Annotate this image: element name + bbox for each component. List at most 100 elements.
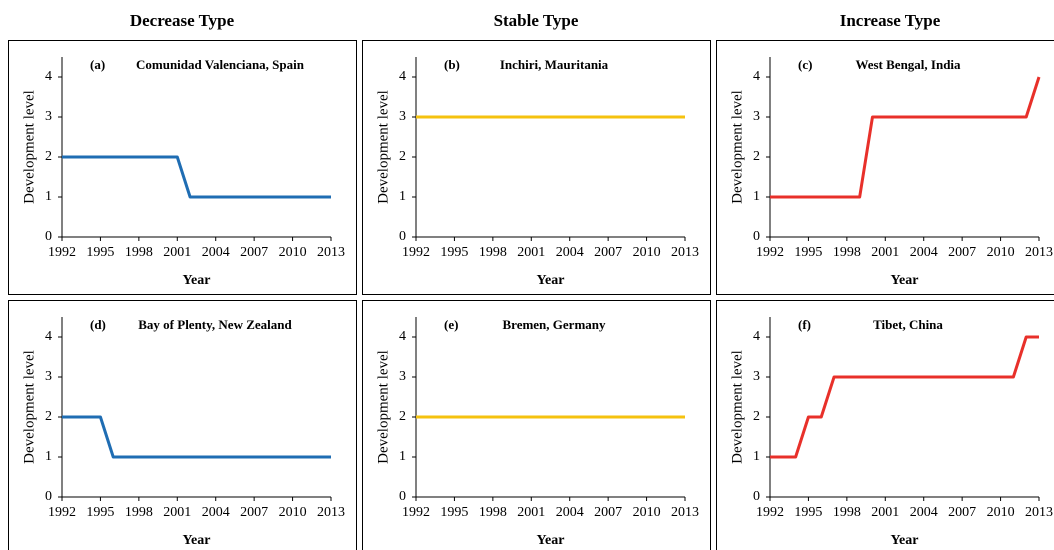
y-tick-label: 4 [45,69,52,84]
y-tick-label: 4 [399,69,406,84]
x-tick-label: 2007 [948,245,976,260]
x-tick-label: 2010 [987,245,1015,260]
y-tick-label: 4 [399,329,406,344]
x-tick-label: 1992 [48,505,76,520]
x-tick-label: 1995 [440,505,468,520]
x-tick-label: 1992 [402,245,430,260]
y-tick-label: 2 [399,149,406,164]
x-tick-label: 2001 [517,245,545,260]
x-tick-label: 1995 [86,505,114,520]
panel: 0 1 2 3 4 1992 1995 1998 2001 2004 2007 2010 2013 Yea… [362,40,711,295]
data-line [770,335,1039,459]
y-axis-title: Development level [729,90,745,204]
x-tick-label: 2010 [633,505,661,520]
panel-title: Bremen, Germany [502,317,606,332]
panel-frame [716,40,1054,295]
x-tick-label: 1992 [756,245,784,260]
y-tick-label: 0 [753,229,760,244]
x-axis-title: Year [537,533,565,548]
x-tick-label: 2013 [671,505,699,520]
x-tick-label: 1992 [402,505,430,520]
x-tick-label: 1995 [440,245,468,260]
x-axis-title: Year [183,533,211,548]
panel-title: Inchiri, Mauritania [500,57,609,72]
x-tick-label: 1998 [833,245,861,260]
y-tick-label: 2 [45,409,52,424]
x-tick-label: 1995 [86,245,114,260]
y-tick-label: 3 [753,109,760,124]
x-tick-label: 2013 [1025,505,1053,520]
x-tick-label: 2004 [556,505,584,520]
panel: 0 1 2 3 4 1992 1995 1998 2001 2004 2007 2010 2013 Yea… [8,40,357,295]
x-tick-label: 2007 [240,245,268,260]
panel-label: (d) [90,317,106,332]
x-tick-label: 2004 [556,245,584,260]
y-tick-label: 2 [45,149,52,164]
x-tick-label: 2004 [910,505,938,520]
panel-label: (e) [444,317,458,332]
x-tick-label: 1992 [48,245,76,260]
y-tick-label: 3 [399,109,406,124]
x-tick-label: 2013 [671,245,699,260]
y-tick-label: 0 [399,229,406,244]
x-tick-label: 1995 [794,245,822,260]
y-axis-title: Development level [21,350,37,464]
x-axis-title: Year [183,273,211,288]
x-tick-label: 2001 [517,505,545,520]
y-axis-title: Development level [375,90,391,204]
panel-frame [8,300,357,550]
x-tick-label: 1998 [833,505,861,520]
y-tick-label: 2 [753,409,760,424]
x-tick-label: 2001 [163,245,191,260]
y-tick-label: 4 [753,329,760,344]
y-tick-label: 1 [45,449,52,464]
panel: 0 1 2 3 4 1992 1995 1998 2001 2004 2007 2010 2013 Yea… [362,300,711,550]
panel: 0 1 2 3 4 1992 1995 1998 2001 2004 2007 2010 2013 Yea… [716,300,1054,550]
panel-label: (b) [444,57,460,72]
y-tick-label: 1 [399,449,406,464]
data-line [770,76,1041,199]
x-tick-label: 2010 [987,505,1015,520]
x-tick-label: 2007 [594,245,622,260]
y-tick-label: 3 [753,369,760,384]
y-axis-title: Development level [21,90,37,204]
x-tick-label: 2001 [871,505,899,520]
column-header: Decrease Type [130,11,235,30]
column-header: Stable Type [494,11,579,30]
x-tick-label: 2010 [279,245,307,260]
column-header: Increase Type [840,11,941,30]
y-tick-label: 1 [753,189,760,204]
y-tick-label: 1 [399,189,406,204]
x-tick-label: 2007 [948,505,976,520]
x-tick-label: 2004 [910,245,938,260]
x-tick-label: 1998 [479,245,507,260]
x-tick-label: 2013 [1025,245,1053,260]
x-tick-label: 1998 [479,505,507,520]
panel-title: Bay of Plenty, New Zealand [138,317,292,332]
panel-frame [716,300,1054,550]
x-tick-label: 1995 [794,505,822,520]
panel-label: (a) [90,57,105,72]
x-tick-label: 1998 [125,505,153,520]
y-tick-label: 2 [399,409,406,424]
x-tick-label: 2007 [594,505,622,520]
x-tick-label: 1992 [756,505,784,520]
panel-title: West Bengal, India [855,57,961,72]
y-tick-label: 4 [45,329,52,344]
panel: 0 1 2 3 4 1992 1995 1998 2001 2004 2007 2010 2013 Yea… [716,40,1054,295]
x-tick-label: 2001 [871,245,899,260]
panel-title: Comunidad Valenciana, Spain [136,57,305,72]
y-tick-label: 3 [45,109,52,124]
y-tick-label: 0 [45,489,52,504]
x-tick-label: 1998 [125,245,153,260]
y-axis-title: Development level [375,350,391,464]
x-tick-label: 2010 [633,245,661,260]
panel-frame [362,300,711,550]
y-tick-label: 1 [753,449,760,464]
x-tick-label: 2010 [279,505,307,520]
x-tick-label: 2004 [202,505,230,520]
y-tick-label: 3 [45,369,52,384]
y-tick-label: 4 [753,69,760,84]
panel-label: (c) [798,57,812,72]
y-tick-label: 0 [45,229,52,244]
